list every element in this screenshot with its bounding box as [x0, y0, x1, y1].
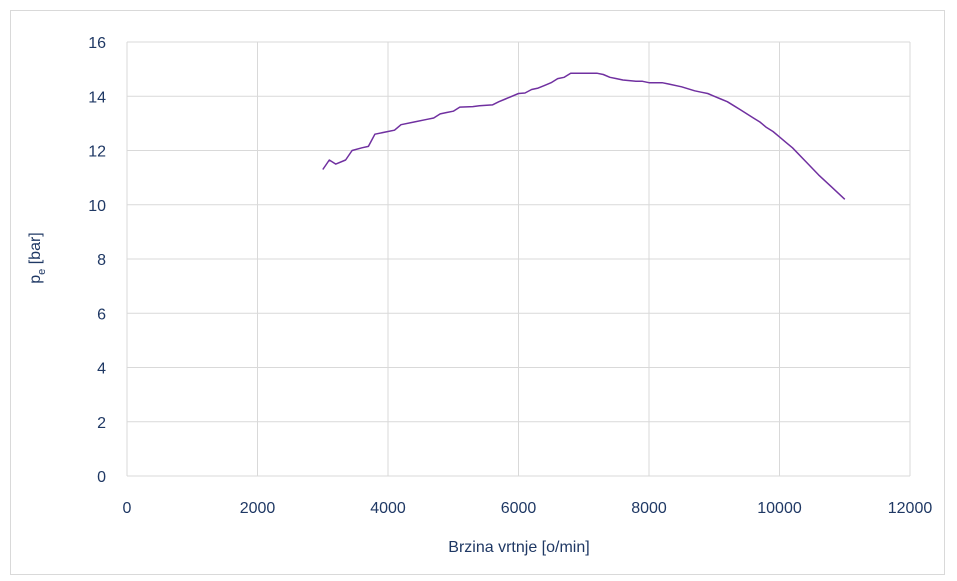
y-tick-label: 16	[88, 35, 106, 52]
y-tick-label: 0	[97, 469, 106, 486]
x-tick-label: 10000	[757, 500, 802, 517]
x-tick-labels: 0 2000 4000 6000 8000 10000 12000	[123, 500, 933, 517]
x-axis-title: Brzina vrtnje [o/min]	[448, 539, 589, 556]
y-axis-title-unit: [bar]	[27, 232, 44, 268]
y-tick-label: 8	[97, 252, 106, 269]
y-tick-label: 2	[97, 415, 106, 432]
series-layer	[322, 72, 846, 200]
x-tick-label: 2000	[240, 500, 276, 517]
y-axis-title-main: p	[27, 275, 44, 284]
grid-layer	[126, 41, 911, 477]
y-tick-label: 10	[88, 198, 106, 215]
x-tick-label: 8000	[631, 500, 667, 517]
x-tick-label: 0	[123, 500, 132, 517]
y-tick-label: 14	[88, 89, 106, 106]
x-tick-label: 4000	[370, 500, 406, 517]
y-tick-labels: 0 2 4 6 8 10 12 14 16	[88, 35, 106, 486]
series-line	[322, 72, 846, 200]
y-tick-label: 12	[88, 144, 106, 161]
chart-frame	[10, 10, 945, 575]
y-tick-label: 4	[97, 361, 106, 378]
y-tick-label: 6	[97, 306, 106, 323]
x-tick-label: 6000	[501, 500, 537, 517]
y-axis-title-sub: e	[36, 269, 48, 275]
y-axis-title: pe [bar]	[27, 232, 48, 284]
x-tick-label: 12000	[888, 500, 933, 517]
